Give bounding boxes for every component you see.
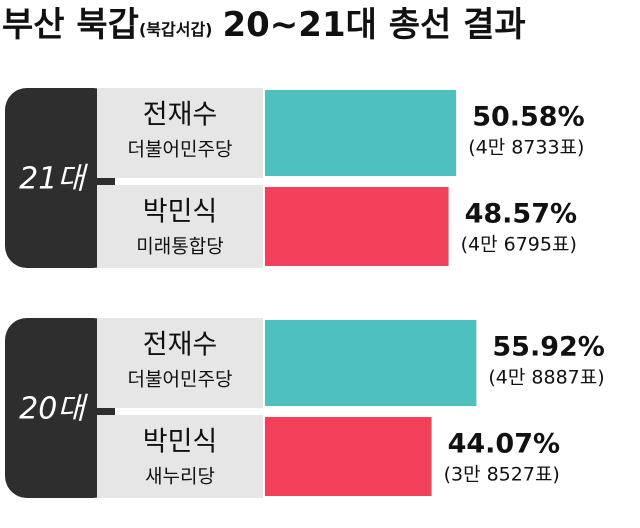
bar [265,187,449,266]
bar [265,417,432,496]
group-box [5,88,115,268]
name-box [97,415,263,498]
bar [265,320,477,406]
value-label: 50.58% [472,102,584,133]
party-name: 더불어민주당 [128,139,233,161]
group-label: 21대 [19,162,88,197]
value-label: 44.07% [448,429,560,460]
candidate-name: 전재수 [143,330,218,361]
party-name: 새누리당 [145,466,215,488]
name-box [97,185,263,268]
votes-label: (4만 8887표) [488,367,604,389]
title-part: 20∼21대 총선 결과 [222,5,525,45]
title-part: 부산 북갑 [2,5,139,45]
name-box [97,318,263,408]
votes-label: (4만 8733표) [468,137,584,159]
candidate-name: 전재수 [143,100,218,131]
group-box [5,318,115,498]
candidate-name: 박민식 [143,197,218,228]
party-name: 미래통합당 [136,236,223,258]
candidate-name: 박민식 [143,427,218,458]
party-name: 더불어민주당 [128,369,233,391]
bar [265,90,457,176]
title-part: (북갑서갑) [139,20,213,39]
group-label: 20대 [19,392,88,427]
name-box [97,88,263,178]
chart-title: 부산 북갑(북갑서갑) 20∼21대 총선 결과 [2,5,526,45]
value-label: 48.57% [465,199,577,230]
votes-label: (4만 6795표) [461,234,577,256]
votes-label: (3만 8527표) [444,464,560,486]
value-label: 55.92% [492,332,604,363]
